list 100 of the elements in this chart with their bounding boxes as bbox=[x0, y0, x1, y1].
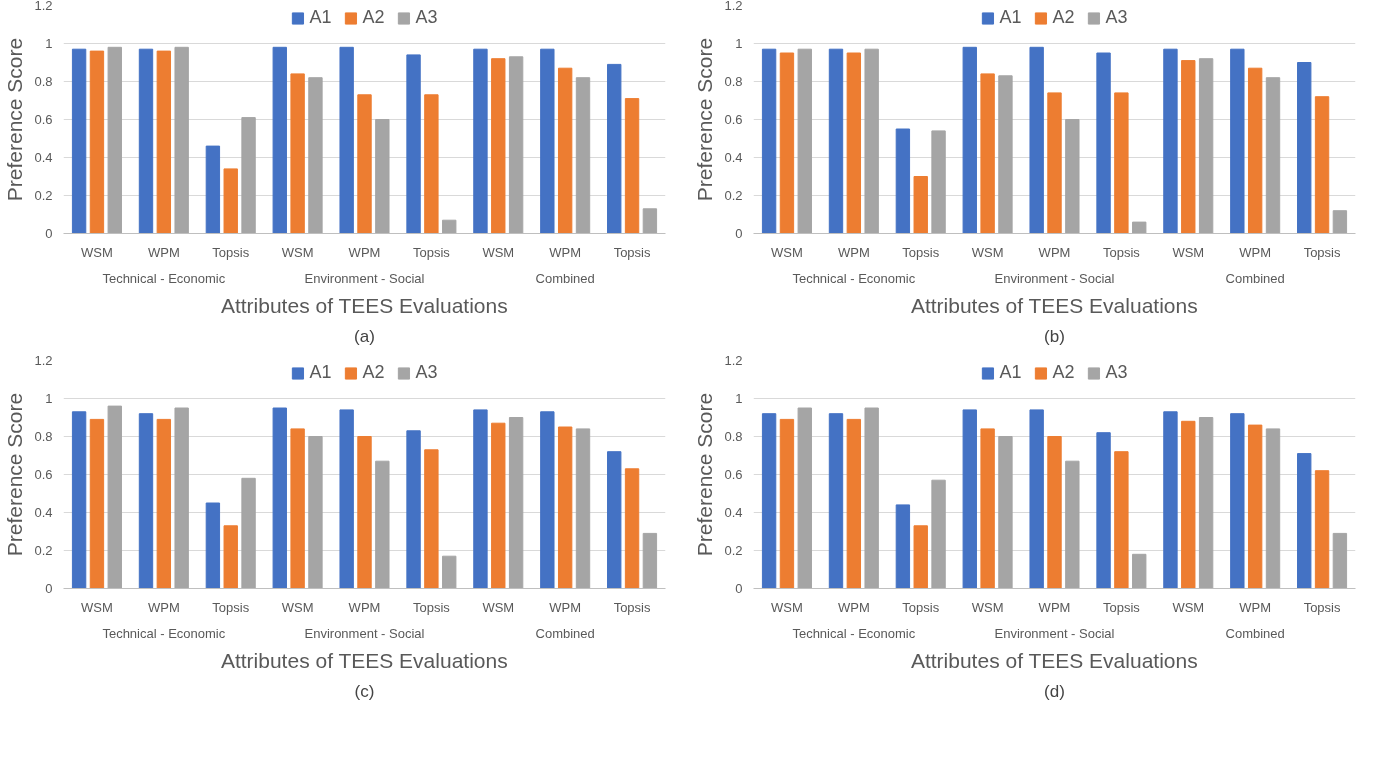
y-tick-label: 0.6 bbox=[724, 467, 743, 482]
bar bbox=[1114, 92, 1129, 234]
bar bbox=[442, 219, 457, 234]
bar bbox=[290, 428, 305, 589]
bar bbox=[1181, 60, 1196, 234]
y-tick-label: 0.2 bbox=[34, 188, 53, 203]
bar bbox=[846, 52, 862, 234]
text: Combined bbox=[1225, 625, 1285, 641]
bar bbox=[89, 50, 105, 234]
bar bbox=[998, 436, 1013, 589]
legend-label: A2 bbox=[362, 362, 385, 383]
x-tick-label: WPM bbox=[348, 244, 381, 260]
bar bbox=[424, 94, 439, 234]
text: Technical - Economic bbox=[792, 625, 916, 641]
bar bbox=[1163, 411, 1178, 589]
text: (c) bbox=[354, 681, 375, 701]
bar bbox=[779, 52, 795, 234]
x-tick-label: WPM bbox=[549, 244, 582, 260]
x-tick-label: WPM bbox=[348, 599, 381, 615]
bar bbox=[1314, 96, 1330, 234]
bar bbox=[980, 428, 995, 589]
x-tick-label: Topsis bbox=[1303, 599, 1341, 615]
x-tick-label: WSM bbox=[971, 599, 1004, 615]
x-tick-label: Topsis bbox=[613, 244, 651, 260]
text: Environment - Social bbox=[304, 625, 425, 641]
bar bbox=[1314, 470, 1330, 589]
bar bbox=[962, 46, 977, 234]
x-tick-label: WPM bbox=[1038, 599, 1071, 615]
x-tick-label: WPM bbox=[1038, 244, 1071, 260]
bar bbox=[491, 58, 506, 234]
bar bbox=[864, 48, 879, 234]
x-tick-label: WSM bbox=[281, 244, 314, 260]
bar bbox=[557, 426, 573, 589]
bar bbox=[1297, 62, 1312, 234]
y-tick-label: 0.4 bbox=[34, 150, 53, 165]
x-tick-label: WPM bbox=[549, 599, 582, 615]
legend-label: A2 bbox=[1052, 362, 1075, 383]
bar bbox=[1114, 451, 1129, 589]
y-axis-title: Preference Score bbox=[693, 37, 717, 202]
bar bbox=[1230, 48, 1245, 234]
bar bbox=[1096, 52, 1111, 234]
bar bbox=[1047, 436, 1062, 589]
x-tick-label: Topsis bbox=[212, 244, 250, 260]
bar bbox=[828, 48, 844, 234]
y-tick-label: 0.8 bbox=[34, 74, 53, 89]
bar bbox=[980, 73, 995, 234]
x-tick-label: WSM bbox=[482, 244, 515, 260]
x-tick-label: Topsis bbox=[902, 599, 940, 615]
bar bbox=[1332, 532, 1348, 589]
x-tick-label: WPM bbox=[837, 599, 870, 615]
x-tick-label: WSM bbox=[281, 599, 314, 615]
y-tick-label: 1.2 bbox=[724, 0, 743, 13]
bar bbox=[174, 46, 189, 234]
legend-label: A3 bbox=[415, 7, 438, 28]
y-tick-label: 0 bbox=[735, 226, 743, 241]
y-tick-label: 0.4 bbox=[724, 150, 743, 165]
y-tick-label: 1 bbox=[735, 36, 743, 51]
bar bbox=[272, 407, 287, 589]
x-tick-label: WPM bbox=[147, 599, 180, 615]
bar bbox=[913, 176, 928, 234]
bar bbox=[624, 468, 640, 589]
bar bbox=[607, 63, 622, 234]
bar bbox=[241, 477, 256, 589]
bar bbox=[1198, 417, 1214, 589]
bar bbox=[575, 77, 591, 234]
bar bbox=[1029, 46, 1044, 234]
bar bbox=[1096, 432, 1111, 589]
bar bbox=[375, 460, 390, 589]
text: (a) bbox=[354, 326, 375, 346]
legend-label: A1 bbox=[309, 7, 332, 28]
x-tick-label: Topsis bbox=[613, 599, 651, 615]
bar bbox=[375, 119, 390, 234]
y-tick-label: 0.6 bbox=[34, 112, 53, 127]
bar bbox=[1029, 409, 1044, 589]
bar bbox=[797, 407, 812, 589]
bar bbox=[308, 77, 323, 234]
bar bbox=[607, 451, 622, 589]
bar bbox=[642, 208, 658, 234]
bar bbox=[557, 67, 573, 234]
legend-label: A3 bbox=[415, 362, 438, 383]
legend-label: A3 bbox=[1105, 362, 1128, 383]
bar bbox=[962, 409, 977, 589]
legend-label: A1 bbox=[999, 362, 1022, 383]
legend-label: A3 bbox=[1105, 7, 1128, 28]
text: Combined bbox=[1225, 270, 1285, 286]
x-tick-label: Topsis bbox=[1102, 244, 1141, 260]
bar bbox=[828, 413, 844, 589]
bar bbox=[895, 128, 911, 234]
legend-label: A2 bbox=[362, 7, 385, 28]
bar bbox=[1047, 92, 1062, 234]
text: Environment - Social bbox=[304, 270, 425, 286]
bar bbox=[406, 430, 421, 589]
bar bbox=[156, 50, 172, 234]
bar bbox=[540, 48, 555, 234]
y-axis-title: Preference Score bbox=[3, 392, 27, 557]
bar bbox=[357, 94, 372, 234]
bar bbox=[508, 417, 524, 589]
bar bbox=[107, 46, 122, 234]
y-tick-label: 0 bbox=[45, 226, 53, 241]
x-tick-label: WSM bbox=[771, 599, 803, 615]
